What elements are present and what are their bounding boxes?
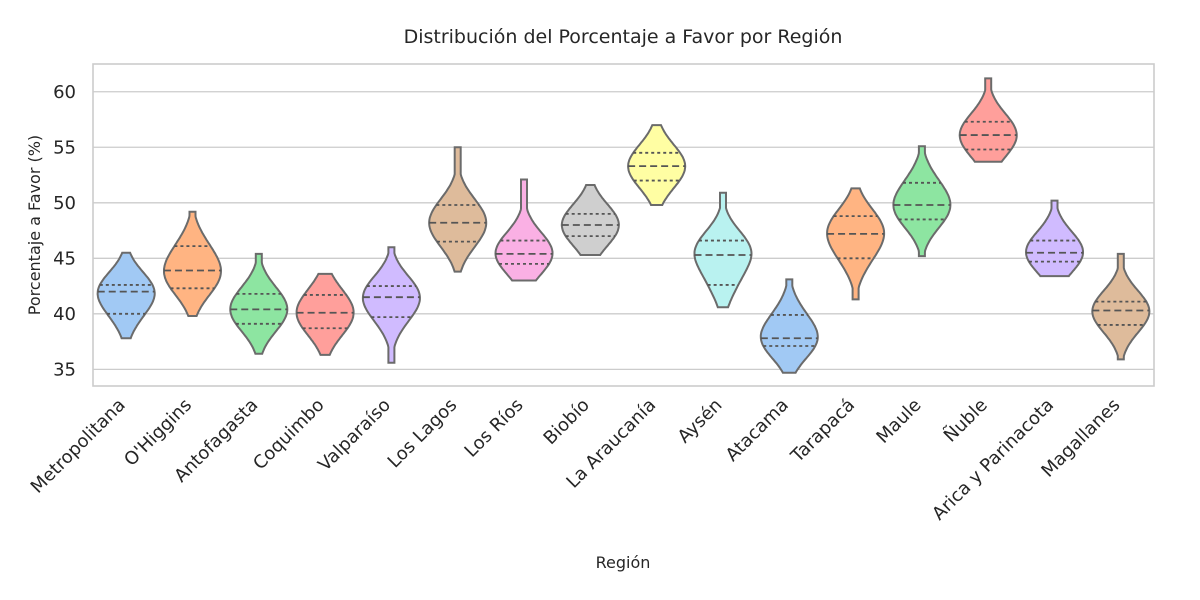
violin-10 [759, 278, 819, 374]
violin-0 [96, 251, 156, 340]
y-tick-label: 60 [53, 82, 76, 103]
y-tick-label: 45 [53, 248, 76, 269]
chart-title: Distribución del Porcentaje a Favor por … [404, 26, 843, 48]
plot-frame [92, 63, 1155, 387]
violin-14 [1024, 199, 1084, 278]
violin-5 [428, 146, 488, 273]
violin-1 [163, 210, 223, 317]
x-tick-label: Atacama [722, 395, 793, 466]
x-tick-label: Biobío [540, 395, 594, 449]
violin-9 [693, 191, 753, 309]
y-tick-label: 50 [53, 193, 76, 214]
violin-2 [229, 252, 289, 355]
y-tick-labels: 35 40 45 50 55 60 [53, 82, 76, 381]
x-tick-labels: MetropolitanaO'HigginsAntofagastaCoquimb… [27, 394, 1125, 525]
x-tick-label: Los Ríos [461, 395, 528, 462]
x-tick-label: Ñuble [939, 394, 992, 447]
violin-12 [892, 145, 952, 258]
violin-6 [494, 178, 554, 282]
violin-7 [560, 184, 620, 256]
x-tick-label: Arica y Parinacota [928, 395, 1058, 525]
y-tick-label: 40 [53, 304, 76, 325]
x-tick-label: Tarapacá [786, 395, 859, 468]
violin-3 [295, 272, 355, 356]
y-tick-label: 55 [53, 137, 76, 158]
y-tick-label: 35 [53, 359, 76, 380]
x-axis-label: Región [596, 553, 651, 572]
y-axis-label: Porcentaje a Favor (%) [25, 135, 44, 315]
x-tick-label: Metropolitana [27, 395, 130, 498]
violin-8 [627, 124, 687, 206]
x-tick-label: Valparaíso [314, 395, 395, 476]
x-tick-label: Maule [872, 395, 925, 448]
violins [96, 77, 1151, 374]
violin-4 [361, 246, 421, 364]
violin-11 [826, 187, 886, 301]
x-tick-label: Aysén [674, 395, 727, 448]
x-tick-label: Los Lagos [384, 395, 462, 473]
violin-15 [1091, 252, 1151, 361]
